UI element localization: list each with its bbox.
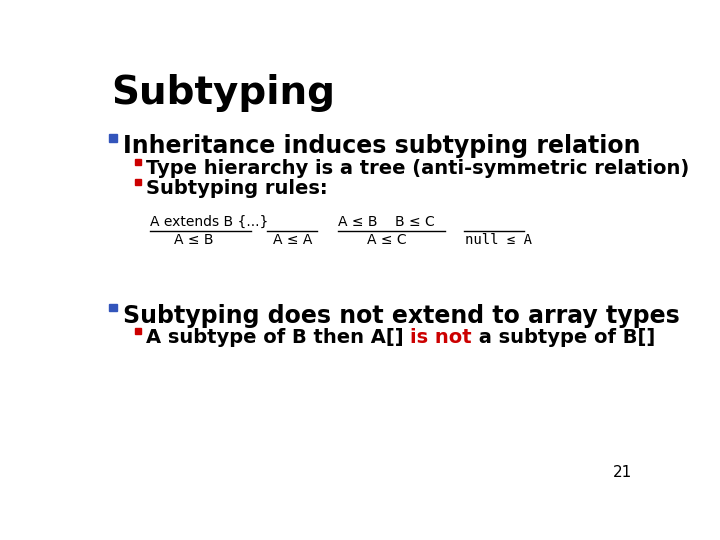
- Text: Subtyping does not extend to array types: Subtyping does not extend to array types: [122, 303, 679, 327]
- Text: Type hierarchy is a tree (anti-symmetric relation): Type hierarchy is a tree (anti-symmetric…: [145, 159, 689, 178]
- Bar: [135, 159, 141, 165]
- Text: null ≤ A: null ≤ A: [465, 233, 532, 247]
- Bar: [109, 303, 117, 311]
- Text: is not: is not: [410, 328, 472, 347]
- Bar: [109, 134, 117, 142]
- Text: A ≤ B    B ≤ C: A ≤ B B ≤ C: [338, 215, 435, 229]
- Text: 21: 21: [613, 465, 632, 480]
- Text: A subtype of B then A[]: A subtype of B then A[]: [145, 328, 410, 347]
- Text: A ≤ A: A ≤ A: [273, 233, 312, 247]
- Text: a subtype of B[]: a subtype of B[]: [472, 328, 655, 347]
- Text: Subtyping: Subtyping: [112, 74, 336, 112]
- Text: Subtyping rules:: Subtyping rules:: [145, 179, 328, 198]
- Text: A extends B {...}: A extends B {...}: [150, 215, 269, 229]
- Bar: [135, 328, 141, 334]
- Bar: [135, 179, 141, 185]
- Text: A ≤ B: A ≤ B: [174, 233, 213, 247]
- Text: Inheritance induces subtyping relation: Inheritance induces subtyping relation: [122, 134, 640, 158]
- Text: A ≤ C: A ≤ C: [367, 233, 407, 247]
